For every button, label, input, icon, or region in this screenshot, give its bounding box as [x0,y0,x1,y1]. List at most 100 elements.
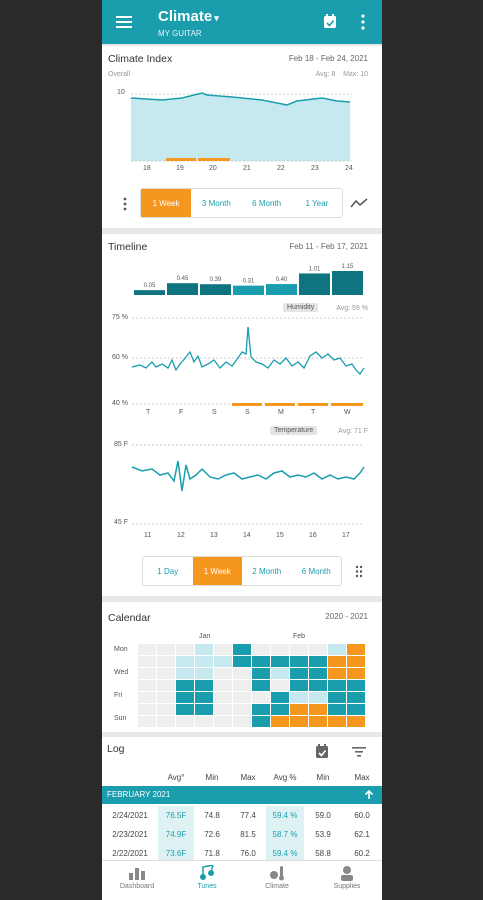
calendar-day-cell[interactable] [271,644,289,655]
calendar-day-cell[interactable] [157,716,175,727]
calendar-day-cell[interactable] [176,668,194,679]
calendar-day-cell[interactable] [309,704,327,715]
calendar-day-cell[interactable] [233,680,251,691]
calendar-day-cell[interactable] [214,716,232,727]
calendar-day-cell[interactable] [271,680,289,691]
menu-icon[interactable] [116,16,132,28]
calendar-day-cell[interactable] [157,644,175,655]
calendar-day-cell[interactable] [195,644,213,655]
calendar-day-cell[interactable] [252,668,270,679]
calendar-day-cell[interactable] [271,668,289,679]
calendar-day-cell[interactable] [309,656,327,667]
month-section-header[interactable]: FEBRUARY 2021 [102,786,382,804]
calendar-day-cell[interactable] [157,656,175,667]
calendar-day-cell[interactable] [328,716,346,727]
calendar-day-cell[interactable] [309,680,327,691]
col-header[interactable]: Min [316,773,330,782]
calendar-day-cell[interactable] [252,644,270,655]
segment-1-day[interactable]: 1 Day [157,566,179,576]
calendar-day-cell[interactable] [176,692,194,703]
nav-tunes[interactable]: Tunes [172,861,242,900]
col-header[interactable]: Max [354,773,370,782]
calendar-day-cell[interactable] [138,692,156,703]
calendar-day-cell[interactable] [138,644,156,655]
segment-2-month[interactable]: 2 Month [252,566,282,576]
calendar-day-cell[interactable] [290,656,308,667]
calendar-day-cell[interactable] [271,704,289,715]
calendar-day-cell[interactable] [347,668,365,679]
calendar-day-cell[interactable] [290,680,308,691]
calendar-day-cell[interactable] [271,716,289,727]
table-row[interactable]: 2/24/2021 76.5F 74.8 77.4 59.4 % 59.0 60… [102,806,382,825]
calendar-day-cell[interactable] [233,704,251,715]
col-header[interactable]: Avg° [167,773,185,782]
segment-6-month[interactable]: 6 Month [252,198,282,208]
calendar-day-cell[interactable] [195,692,213,703]
calendar-day-cell[interactable] [214,692,232,703]
calendar-day-cell[interactable] [214,704,232,715]
calendar-day-cell[interactable] [157,704,175,715]
calendar-day-cell[interactable] [347,704,365,715]
nav-climate[interactable]: Climate [242,861,312,900]
col-header[interactable]: Avg % [273,773,297,782]
calendar-day-cell[interactable] [195,716,213,727]
calendar-day-cell[interactable] [195,704,213,715]
segment-1-week[interactable]: 1 Week [141,189,192,217]
calendar-day-cell[interactable] [252,692,270,703]
calendar-day-cell[interactable] [138,704,156,715]
segment-6-month[interactable]: 6 Month [301,566,331,576]
nav-supplies[interactable]: Supplies [312,861,382,900]
calendar-day-cell[interactable] [309,644,327,655]
calendar-day-cell[interactable] [290,644,308,655]
calendar-day-cell[interactable] [290,716,308,727]
calendar-day-cell[interactable] [252,704,270,715]
calendar-day-cell[interactable] [252,680,270,691]
calendar-day-cell[interactable] [328,656,346,667]
calendar-day-cell[interactable] [328,644,346,655]
calendar-check-icon[interactable] [323,14,337,29]
calendar-day-cell[interactable] [252,716,270,727]
calendar-day-cell[interactable] [347,680,365,691]
calendar-day-cell[interactable] [233,656,251,667]
calendar-day-cell[interactable] [252,656,270,667]
calendar-day-cell[interactable] [309,668,327,679]
calendar-day-cell[interactable] [176,680,194,691]
segment-1-year[interactable]: 1 Year [305,198,329,208]
calendar-day-cell[interactable] [271,692,289,703]
calendar-day-cell[interactable] [176,656,194,667]
calendar-day-cell[interactable] [214,644,232,655]
calendar-day-cell[interactable] [309,716,327,727]
calendar-day-cell[interactable] [157,692,175,703]
calendar-day-cell[interactable] [176,704,194,715]
segment-1-week[interactable]: 1 Week [192,557,242,585]
calendar-day-cell[interactable] [328,692,346,703]
table-row[interactable]: 2/23/2021 74.9F 72.6 81.5 58.7 % 53.9 62… [102,825,382,844]
calendar-day-cell[interactable] [214,656,232,667]
calendar-day-cell[interactable] [195,680,213,691]
calendar-day-cell[interactable] [233,716,251,727]
arrow-up-icon[interactable] [364,790,374,800]
calendar-day-cell[interactable] [138,716,156,727]
calendar-day-cell[interactable] [138,656,156,667]
calendar-day-cell[interactable] [157,668,175,679]
segment-3-month[interactable]: 3 Month [201,198,231,208]
col-header[interactable]: Max [240,773,256,782]
drag-handle-icon[interactable] [355,565,363,578]
nav-dashboard[interactable]: Dashboard [102,861,172,900]
calendar-day-cell[interactable] [290,704,308,715]
calendar-day-cell[interactable] [157,680,175,691]
calendar-day-cell[interactable] [233,692,251,703]
calendar-day-cell[interactable] [195,656,213,667]
filter-icon[interactable] [352,747,366,757]
calendar-day-cell[interactable] [328,668,346,679]
calendar-day-cell[interactable] [214,668,232,679]
more-vert-icon[interactable] [361,14,365,30]
calendar-check-icon[interactable] [315,744,329,759]
calendar-day-cell[interactable] [347,692,365,703]
calendar-day-cell[interactable] [347,656,365,667]
calendar-day-cell[interactable] [328,680,346,691]
calendar-day-cell[interactable] [290,692,308,703]
calendar-day-cell[interactable] [195,668,213,679]
calendar-day-cell[interactable] [290,668,308,679]
more-vert-icon[interactable] [123,197,127,211]
